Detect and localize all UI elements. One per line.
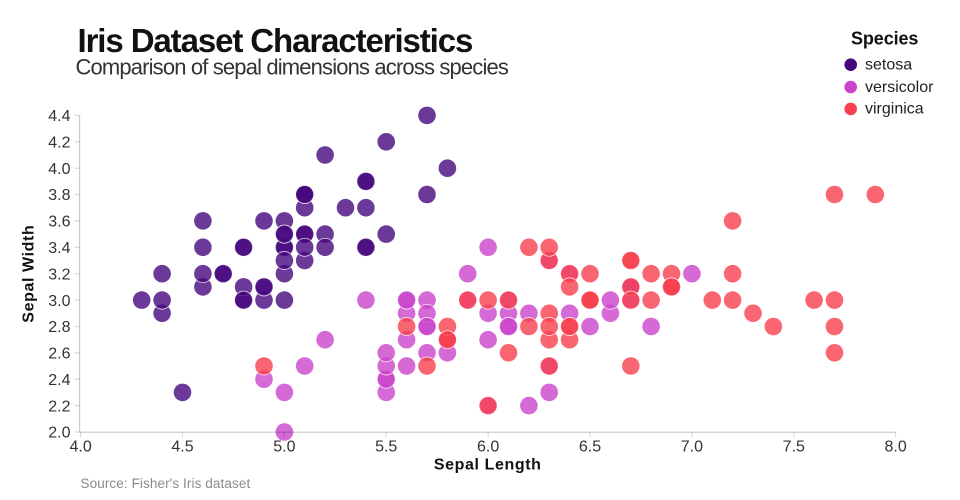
svg-text:7.0: 7.0: [681, 439, 703, 456]
svg-text:Iris Dataset Characteristics: Iris Dataset Characteristics: [78, 22, 473, 59]
svg-text:4.5: 4.5: [171, 439, 193, 456]
svg-text:Sepal Length: Sepal Length: [434, 457, 542, 474]
svg-text:3.4: 3.4: [48, 240, 70, 257]
svg-text:5.5: 5.5: [375, 439, 397, 456]
svg-text:versicolor: versicolor: [865, 79, 934, 96]
svg-text:2.0: 2.0: [48, 425, 70, 442]
svg-text:Source: Fisher's Iris dataset: Source: Fisher's Iris dataset: [81, 476, 251, 491]
svg-text:setosa: setosa: [865, 57, 912, 74]
svg-text:3.2: 3.2: [48, 266, 70, 283]
svg-text:3.8: 3.8: [48, 187, 70, 204]
svg-text:2.8: 2.8: [48, 319, 70, 336]
svg-text:virginica: virginica: [865, 101, 924, 118]
svg-text:Comparison of sepal dimensions: Comparison of sepal dimensions across sp…: [76, 55, 509, 80]
svg-text:6.5: 6.5: [579, 439, 601, 456]
svg-text:4.0: 4.0: [69, 439, 91, 456]
svg-text:2.4: 2.4: [48, 372, 70, 389]
svg-text:4.0: 4.0: [48, 161, 70, 178]
svg-text:2.6: 2.6: [48, 346, 70, 363]
svg-text:3.0: 3.0: [48, 293, 70, 310]
svg-text:5.0: 5.0: [273, 439, 295, 456]
svg-text:4.2: 4.2: [48, 135, 70, 152]
svg-text:3.6: 3.6: [48, 214, 70, 231]
svg-text:4.4: 4.4: [48, 108, 70, 125]
svg-text:8.0: 8.0: [884, 439, 906, 456]
svg-text:Species: Species: [851, 29, 918, 49]
svg-text:6.0: 6.0: [477, 439, 499, 456]
svg-text:2.2: 2.2: [48, 398, 70, 415]
svg-text:7.5: 7.5: [783, 439, 805, 456]
svg-text:Sepal Width: Sepal Width: [21, 225, 38, 323]
